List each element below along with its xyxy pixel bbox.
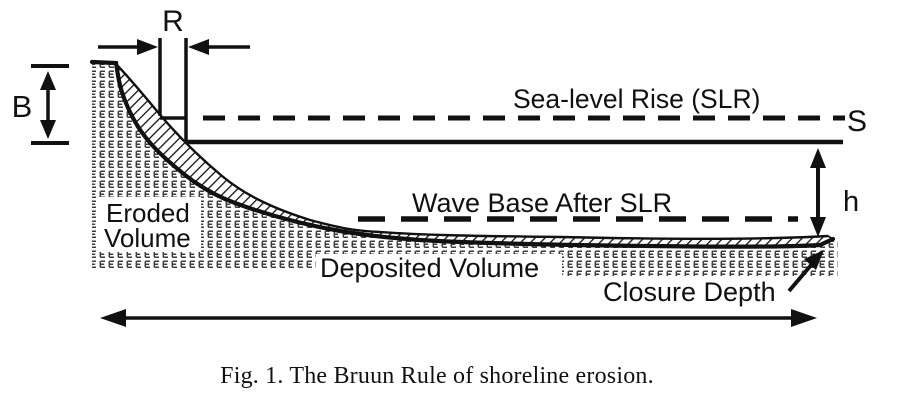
- wave-base-label: Wave Base After SLR: [412, 188, 672, 218]
- depth-arrow-up-head: [810, 148, 826, 168]
- eroded-volume-text-backing: [96, 197, 201, 252]
- profile-span-right-head: [791, 309, 817, 327]
- berm-height-measure: [31, 64, 69, 145]
- sea-level-symbol-label: S: [847, 105, 867, 138]
- depth-arrow-down-head: [810, 217, 826, 237]
- post-slr-profile-line: [89, 59, 836, 249]
- berm-height-label: B: [12, 89, 33, 124]
- closure-depth-pointer: [787, 250, 824, 293]
- profile-span-left-head: [100, 309, 126, 327]
- sea-level-rise-label: Sea-level Rise (SLR): [513, 84, 760, 114]
- figure-caption: Fig. 1. The Bruun Rule of shoreline eros…: [220, 363, 654, 389]
- eroded-volume-label: Eroded Volume: [104, 198, 191, 253]
- deposited-volume-label: Deposited Volume: [320, 253, 539, 283]
- retreat-label: R: [162, 5, 184, 38]
- eroded-volume-label-line2: Volume: [104, 223, 191, 253]
- closure-depth-arrow-shaft: [787, 262, 814, 293]
- depth-label: h: [843, 186, 859, 218]
- retreat-arrow-right-head: [188, 39, 209, 55]
- depth-measure: [810, 148, 826, 237]
- substrate-texture: [92, 62, 838, 276]
- profile-span-arrow: [100, 309, 817, 327]
- closure-depth-label: Closure Depth: [603, 277, 776, 307]
- closure-depth-arrow-head: [804, 250, 824, 270]
- berm-height-arrow-up-head: [40, 71, 56, 90]
- berm-height-arrow-down-head: [40, 120, 56, 139]
- retreat-measure: [98, 38, 250, 141]
- retreat-arrow-left-head: [137, 39, 158, 55]
- original-profile-line: [113, 61, 829, 240]
- eroded-volume-label-line1: Eroded: [106, 198, 190, 228]
